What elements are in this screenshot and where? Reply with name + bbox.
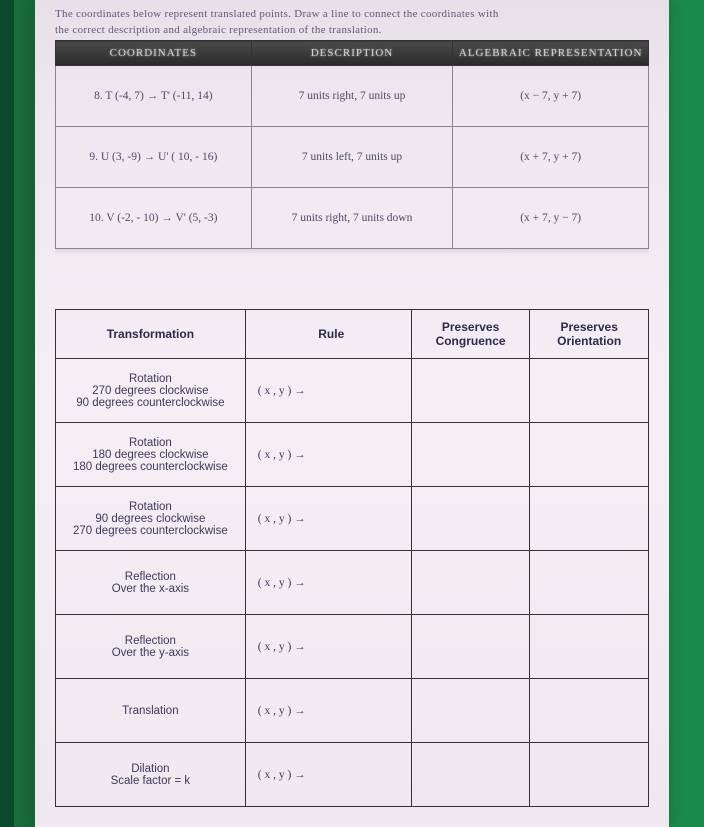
table2-header-congruence: Preserves Congruence xyxy=(411,310,530,359)
cell-rule: ( x , y ) → xyxy=(245,359,411,423)
fold-shadow xyxy=(55,249,649,255)
table-row: Rotation270 degrees clockwise90 degrees … xyxy=(56,359,649,423)
table1-header-coordinates: COORDINATES xyxy=(56,41,252,66)
cell-algebraic: (x + 7, y − 7) xyxy=(453,188,649,249)
cell-congruence xyxy=(411,615,530,679)
table2-header-orientation: Preserves Orientation xyxy=(530,310,649,359)
table-row: ReflectionOver the y-axis ( x , y ) → xyxy=(56,615,649,679)
cell-transformation: DilationScale factor = k xyxy=(56,743,246,807)
cell-rule: ( x , y ) → xyxy=(245,487,411,551)
cell-transformation: ReflectionOver the x-axis xyxy=(56,551,246,615)
cell-orientation xyxy=(530,359,649,423)
table-row: DilationScale factor = k ( x , y ) → xyxy=(56,743,649,807)
cell-transformation: Rotation90 degrees clockwise270 degrees … xyxy=(56,487,246,551)
cell-rule: ( x , y ) → xyxy=(245,551,411,615)
cell-rule: ( x , y ) → xyxy=(245,743,411,807)
table2-header-row: Transformation Rule Preserves Congruence… xyxy=(56,310,649,359)
table-row: 8. T (-4, 7) → T' (-11, 14) 7 units righ… xyxy=(56,66,649,127)
cell-congruence xyxy=(411,423,530,487)
cell-congruence xyxy=(411,743,530,807)
cell-description: 7 units left, 7 units up xyxy=(251,127,453,188)
cell-transformation: Translation xyxy=(56,679,246,743)
cell-algebraic: (x − 7, y + 7) xyxy=(453,66,649,127)
table2-header-rule: Rule xyxy=(245,310,411,359)
cell-rule: ( x , y ) → xyxy=(245,423,411,487)
table-row: 9. U (3, -9) → U' ( 10, - 16) 7 units le… xyxy=(56,127,649,188)
cell-congruence xyxy=(411,487,530,551)
table1-header-description: DESCRIPTION xyxy=(251,41,453,66)
coordinates-table: COORDINATES DESCRIPTION ALGEBRAIC REPRES… xyxy=(55,40,649,249)
cell-orientation xyxy=(530,679,649,743)
instruction-line-2: the correct description and algebraic re… xyxy=(55,24,649,36)
table-row: 10. V (-2, - 10) → V' (5, -3) 7 units ri… xyxy=(56,188,649,249)
table-row: ReflectionOver the x-axis ( x , y ) → xyxy=(56,551,649,615)
table1-header-row: COORDINATES DESCRIPTION ALGEBRAIC REPRES… xyxy=(56,41,649,66)
cell-orientation xyxy=(530,743,649,807)
instruction-line-1: The coordinates below represent translat… xyxy=(55,8,649,20)
cell-algebraic: (x + 7, y + 7) xyxy=(453,127,649,188)
table-row: Translation ( x , y ) → xyxy=(56,679,649,743)
transformations-table: Transformation Rule Preserves Congruence… xyxy=(55,309,649,807)
cell-coordinates: 10. V (-2, - 10) → V' (5, -3) xyxy=(56,188,252,249)
cell-orientation xyxy=(530,615,649,679)
table2-header-transformation: Transformation xyxy=(56,310,246,359)
cell-transformation: Rotation270 degrees clockwise90 degrees … xyxy=(56,359,246,423)
cell-description: 7 units right, 7 units up xyxy=(251,66,453,127)
cell-transformation: Rotation180 degrees clockwise180 degrees… xyxy=(56,423,246,487)
cell-orientation xyxy=(530,423,649,487)
cell-orientation xyxy=(530,551,649,615)
worksheet-page: The coordinates below represent translat… xyxy=(35,0,669,827)
cell-rule: ( x , y ) → xyxy=(245,679,411,743)
cell-transformation: ReflectionOver the y-axis xyxy=(56,615,246,679)
cell-coordinates: 8. T (-4, 7) → T' (-11, 14) xyxy=(56,66,252,127)
table1-header-algebraic: ALGEBRAIC REPRESENTATION xyxy=(453,41,649,66)
table-row: Rotation180 degrees clockwise180 degrees… xyxy=(56,423,649,487)
cell-coordinates: 9. U (3, -9) → U' ( 10, - 16) xyxy=(56,127,252,188)
cell-rule: ( x , y ) → xyxy=(245,615,411,679)
cell-congruence xyxy=(411,359,530,423)
table-row: Rotation90 degrees clockwise270 degrees … xyxy=(56,487,649,551)
cell-congruence xyxy=(411,679,530,743)
cell-description: 7 units right, 7 units down xyxy=(251,188,453,249)
cell-orientation xyxy=(530,487,649,551)
cell-congruence xyxy=(411,551,530,615)
